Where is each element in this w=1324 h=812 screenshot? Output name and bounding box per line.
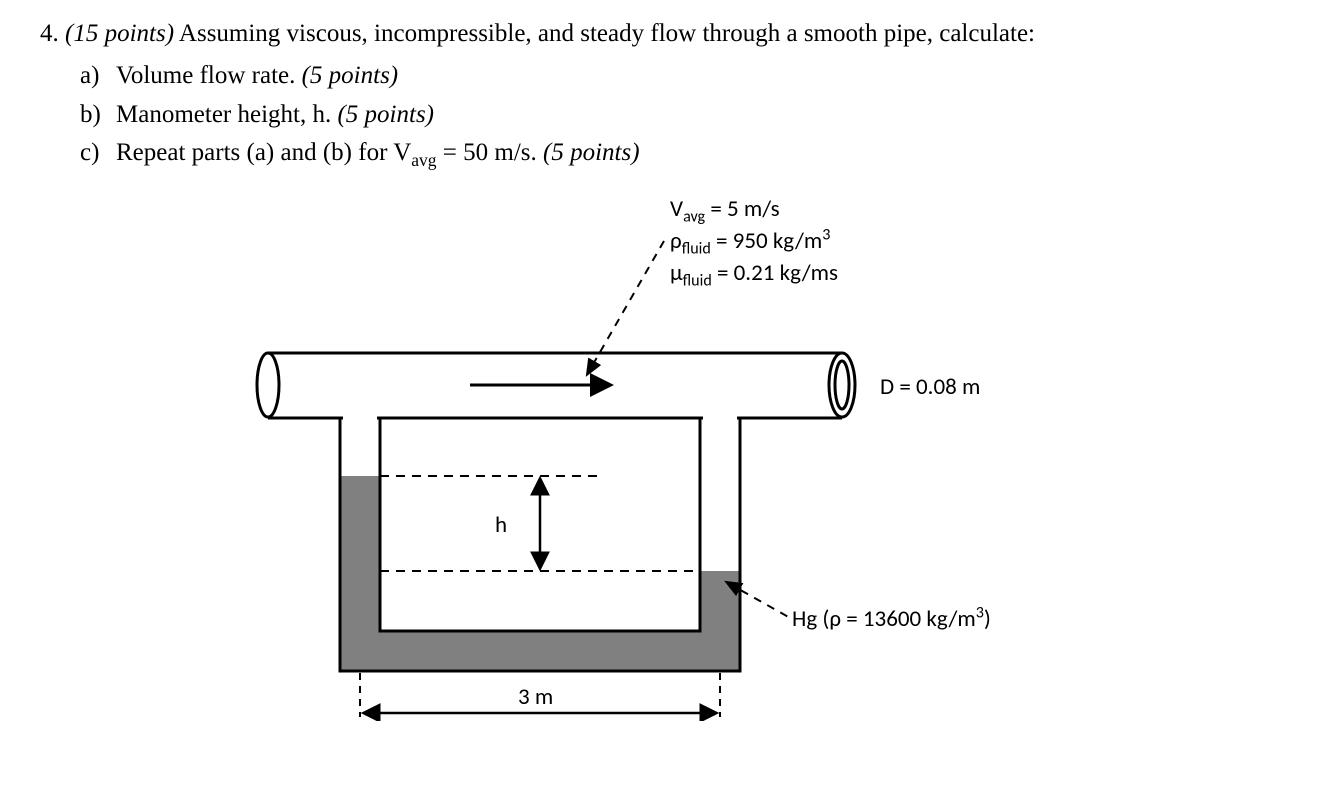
part-c-sub: avg [411,150,436,170]
h-label: h [495,509,507,542]
given-rho: ρfluid = 950 kg/m3 [670,225,830,258]
subparts-list: a) Volume flow rate. (5 points) b) Manom… [40,58,1284,171]
diameter-label: D = 0.08 m [880,371,980,404]
hg-label: Hg (ρ = 13600 kg/m3) [792,603,991,636]
part-a: a) Volume flow rate. (5 points) [80,58,1284,94]
part-c-prefix: Repeat parts (a) and (b) for V [116,139,411,166]
part-a-text: Volume flow rate. [116,62,295,89]
figure: Vavg = 5 m/s ρfluid = 950 kg/m3 μfluid =… [40,181,1284,721]
pipe-right-cap-inner [835,361,849,409]
part-b-marker: b) [80,97,116,133]
given-mu: μfluid = 0.21 kg/ms [670,257,838,290]
part-c-suffix: = 50 m/s. [437,139,537,166]
part-b-text: Manometer height, h. [116,101,331,128]
part-b-pts: (5 points) [337,101,434,128]
part-a-marker: a) [80,58,116,94]
given-vavg: Vavg = 5 m/s [670,193,780,226]
problem-stem: 4. (15 points) Assuming viscous, incompr… [40,16,1284,52]
problem-points: (15 points) [65,20,174,47]
figure-svg [40,181,1284,721]
part-b: b) Manometer height, h. (5 points) [80,97,1284,133]
problem-number: 4. [40,20,59,47]
pipe-left-cap [257,353,279,417]
problem-text: Assuming viscous, incompressible, and st… [179,20,1035,47]
part-c-marker: c) [80,135,116,171]
part-c-pts: (5 points) [543,139,640,166]
part-c: c) Repeat parts (a) and (b) for Vavg = 5… [80,135,1284,171]
span-label: 3 m [518,681,553,714]
part-a-pts: (5 points) [302,62,399,89]
